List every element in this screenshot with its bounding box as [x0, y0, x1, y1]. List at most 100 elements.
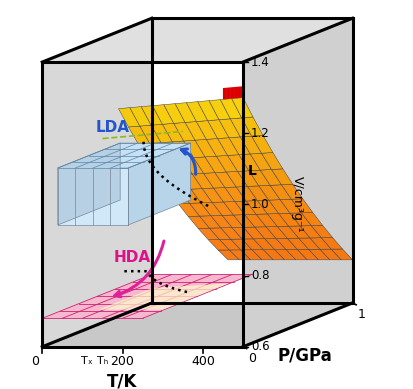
Polygon shape: [209, 228, 231, 239]
Polygon shape: [228, 155, 249, 172]
Polygon shape: [242, 117, 263, 136]
Polygon shape: [223, 202, 245, 215]
Polygon shape: [212, 202, 233, 216]
Polygon shape: [245, 214, 266, 227]
Polygon shape: [205, 156, 226, 173]
Polygon shape: [42, 18, 152, 347]
Polygon shape: [280, 199, 301, 213]
Polygon shape: [218, 138, 239, 156]
Polygon shape: [158, 175, 180, 190]
Polygon shape: [180, 189, 201, 203]
Polygon shape: [289, 226, 310, 238]
Polygon shape: [192, 173, 214, 189]
Polygon shape: [198, 228, 219, 240]
Polygon shape: [243, 18, 353, 347]
Polygon shape: [191, 189, 212, 203]
Text: 0.8: 0.8: [251, 269, 270, 282]
Text: 1.0: 1.0: [251, 198, 270, 211]
Polygon shape: [216, 156, 237, 172]
Polygon shape: [199, 216, 221, 228]
Polygon shape: [152, 105, 174, 124]
Polygon shape: [172, 141, 194, 158]
Polygon shape: [240, 136, 261, 154]
Text: 1: 1: [358, 308, 366, 321]
Text: HDA: HDA: [114, 251, 151, 265]
Polygon shape: [246, 201, 268, 214]
Polygon shape: [42, 303, 353, 347]
Polygon shape: [247, 186, 269, 201]
Polygon shape: [287, 238, 309, 249]
Polygon shape: [299, 238, 320, 249]
Polygon shape: [331, 249, 353, 260]
Polygon shape: [186, 102, 208, 121]
Polygon shape: [184, 140, 205, 158]
Polygon shape: [222, 215, 243, 228]
Polygon shape: [256, 214, 278, 227]
Polygon shape: [141, 106, 162, 125]
Polygon shape: [223, 88, 227, 100]
Text: LDA: LDA: [96, 120, 130, 135]
Text: Tₓ: Tₓ: [81, 356, 92, 366]
Polygon shape: [225, 187, 246, 202]
Polygon shape: [171, 158, 192, 175]
Text: 200: 200: [111, 355, 135, 368]
Polygon shape: [279, 213, 300, 226]
Polygon shape: [194, 157, 215, 173]
Polygon shape: [252, 250, 273, 260]
Polygon shape: [276, 238, 297, 249]
Polygon shape: [239, 86, 243, 98]
Polygon shape: [320, 249, 341, 260]
Polygon shape: [208, 120, 229, 138]
Polygon shape: [161, 142, 183, 159]
Text: T/K: T/K: [107, 372, 138, 389]
Polygon shape: [231, 87, 235, 99]
Polygon shape: [257, 200, 279, 214]
Polygon shape: [269, 200, 290, 214]
Polygon shape: [271, 169, 293, 185]
Polygon shape: [311, 225, 332, 238]
Polygon shape: [255, 227, 276, 239]
Polygon shape: [201, 202, 222, 216]
Polygon shape: [230, 118, 252, 137]
Polygon shape: [58, 143, 190, 168]
Polygon shape: [42, 18, 353, 62]
Polygon shape: [178, 203, 199, 216]
Polygon shape: [202, 188, 223, 202]
Polygon shape: [208, 239, 229, 250]
Polygon shape: [292, 199, 313, 213]
Polygon shape: [148, 160, 170, 176]
Polygon shape: [297, 249, 318, 260]
Polygon shape: [140, 125, 161, 144]
Polygon shape: [120, 143, 190, 200]
Polygon shape: [232, 227, 254, 239]
Polygon shape: [229, 250, 251, 260]
Polygon shape: [301, 212, 323, 226]
Polygon shape: [226, 172, 247, 187]
Polygon shape: [42, 275, 252, 318]
Polygon shape: [270, 185, 292, 200]
Polygon shape: [198, 101, 219, 121]
Polygon shape: [209, 100, 230, 120]
Text: 1.4: 1.4: [251, 56, 270, 68]
Polygon shape: [181, 174, 202, 189]
Polygon shape: [162, 123, 184, 142]
Polygon shape: [185, 121, 206, 140]
Polygon shape: [321, 238, 342, 249]
Polygon shape: [138, 144, 160, 161]
Polygon shape: [196, 121, 218, 139]
Polygon shape: [286, 249, 307, 260]
Polygon shape: [160, 159, 181, 175]
Polygon shape: [150, 143, 171, 160]
Text: 400: 400: [191, 355, 215, 368]
Polygon shape: [170, 175, 191, 190]
Polygon shape: [229, 137, 250, 155]
Polygon shape: [221, 99, 242, 119]
Polygon shape: [232, 98, 253, 118]
Polygon shape: [252, 135, 273, 153]
Polygon shape: [263, 250, 285, 260]
Text: 0: 0: [249, 352, 256, 365]
Polygon shape: [266, 226, 287, 238]
Polygon shape: [290, 213, 311, 226]
Polygon shape: [215, 172, 236, 187]
Polygon shape: [243, 227, 265, 239]
